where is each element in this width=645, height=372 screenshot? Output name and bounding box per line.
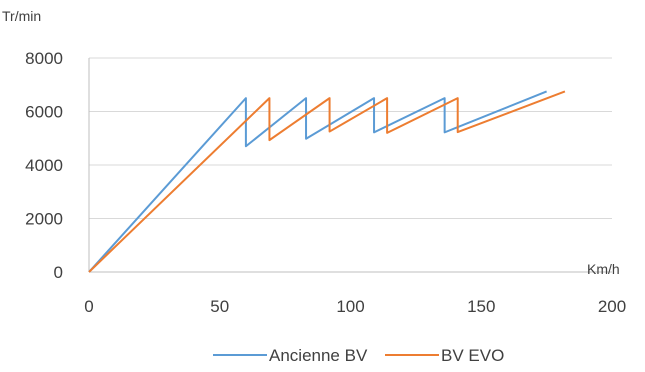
legend: Ancienne BV BV EVO xyxy=(213,346,504,365)
legend-label-0: Ancienne BV xyxy=(269,346,368,365)
legend-label-1: BV EVO xyxy=(441,346,504,365)
x-tick-label: 100 xyxy=(336,297,364,316)
y-tick-label: 6000 xyxy=(25,103,63,122)
y-tick-label: 2000 xyxy=(25,210,63,229)
grid xyxy=(89,57,612,219)
axes: 0 2000 4000 6000 8000 0 50 100 150 200 xyxy=(25,49,626,316)
series-line-0 xyxy=(88,90,548,273)
y-tick-label: 8000 xyxy=(25,49,63,68)
x-tick-label: 150 xyxy=(467,297,495,316)
y-tick-label: 0 xyxy=(54,263,63,282)
series-line-1 xyxy=(88,90,566,273)
y-axis-title: Tr/min xyxy=(2,8,41,24)
x-tick-label: 200 xyxy=(598,297,626,316)
x-axis-title: Km/h xyxy=(587,261,620,277)
x-tick-label: 50 xyxy=(210,297,229,316)
series-lines xyxy=(88,90,566,273)
x-tick-label: 0 xyxy=(84,297,93,316)
y-tick-label: 4000 xyxy=(25,156,63,175)
